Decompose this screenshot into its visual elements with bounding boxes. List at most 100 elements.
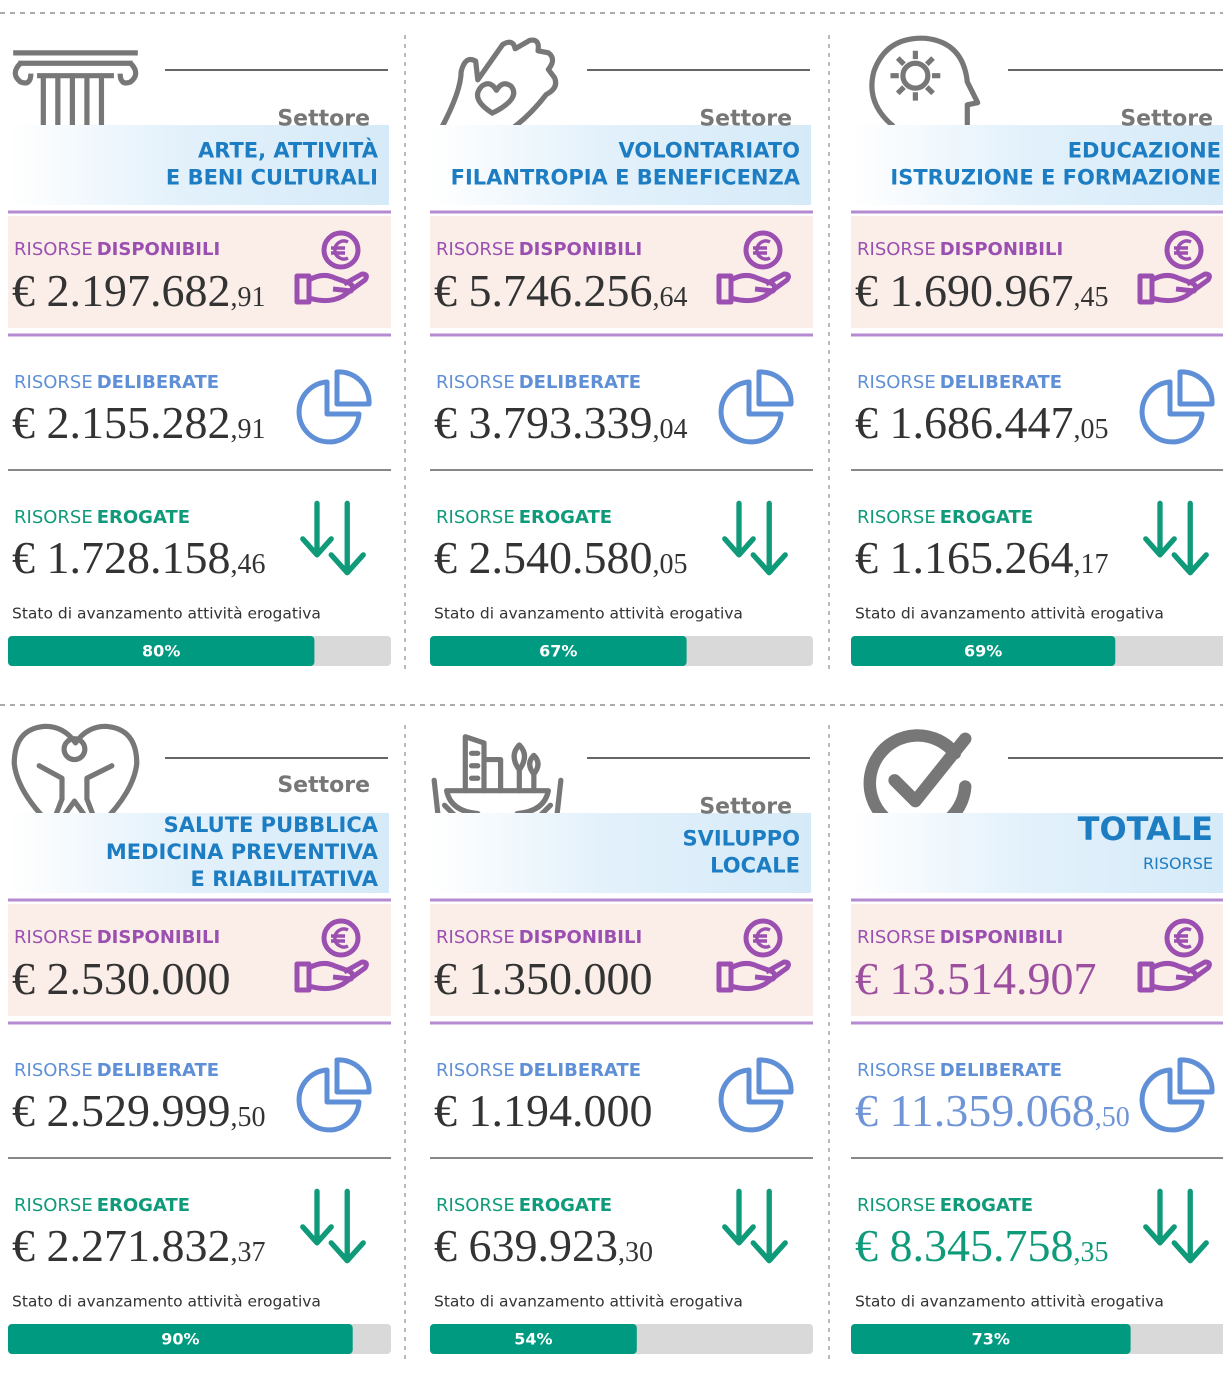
amount-cents: ,05: [1074, 414, 1109, 445]
amount-main: € 2.529.999: [12, 1085, 231, 1136]
panel-title: VOLONTARIATO: [618, 139, 800, 163]
amount: € 1.194.000: [434, 1085, 653, 1136]
section-label: RISORSE EROGATE: [857, 507, 1033, 528]
label-key: DELIBERATE: [519, 372, 641, 393]
amount-cents: ,05: [653, 549, 688, 580]
panel: Settore ARTE, ATTIVITÀ E BENI CULTURALI RIS…: [8, 53, 391, 666]
progress-label: 80%: [142, 642, 180, 661]
amount: € 5.746.256,64: [434, 265, 688, 316]
label-prefix: RISORSE: [436, 927, 515, 948]
label-key: DELIBERATE: [97, 1060, 219, 1081]
erogate-icon: [725, 503, 785, 572]
amount-main: € 2.155.282: [12, 397, 231, 448]
amount: € 2.530.000: [12, 953, 231, 1004]
sector-label: Settore: [699, 795, 792, 820]
amount-main: € 3.793.339: [434, 397, 653, 448]
label-prefix: RISORSE: [857, 1060, 936, 1081]
highlight-box: [8, 216, 391, 328]
panel-title: MEDICINA PREVENTIVA: [106, 840, 379, 864]
amount-cents: ,50: [1095, 1102, 1130, 1133]
deliberate-icon: [721, 1060, 791, 1130]
title-box: [8, 125, 389, 205]
section-label: RISORSE EROGATE: [14, 1195, 190, 1216]
section-label: RISORSE DELIBERATE: [436, 1060, 641, 1081]
amount-cents: ,91: [231, 414, 266, 445]
amount: € 8.345.758,35: [855, 1220, 1109, 1271]
section-label: RISORSE DISPONIBILI: [436, 927, 642, 948]
amount-main: € 5.746.256: [434, 265, 653, 316]
label-prefix: RISORSE: [436, 239, 515, 260]
amount: € 2.529.999,50: [12, 1085, 266, 1136]
deliberate-icon: [299, 1060, 369, 1130]
title-box: [851, 125, 1223, 205]
amount-main: € 1.690.967: [855, 265, 1074, 316]
amount: € 13.514.907: [855, 953, 1097, 1004]
amount-main: € 8.345.758: [855, 1220, 1074, 1271]
erogate-icon: [1146, 1191, 1206, 1260]
progress-label: 73%: [972, 1330, 1010, 1349]
progress-caption: Stato di avanzamento attività erogativa: [434, 605, 743, 623]
progress-caption: Stato di avanzamento attività erogativa: [12, 1293, 321, 1311]
panel-title: E BENI CULTURALI: [166, 166, 378, 190]
label-prefix: RISORSE: [857, 372, 936, 393]
amount-cents: ,46: [231, 549, 266, 580]
progress-bar: [8, 1324, 353, 1354]
label-prefix: RISORSE: [14, 1195, 93, 1216]
amount-cents: ,50: [231, 1102, 266, 1133]
label-key: DELIBERATE: [940, 372, 1062, 393]
amount-main: € 11.359.068: [855, 1085, 1095, 1136]
amount: € 2.271.832,37: [12, 1220, 266, 1271]
amount: € 1.165.264,17: [855, 532, 1109, 583]
label-key: DISPONIBILI: [940, 239, 1063, 260]
section-label: RISORSE EROGATE: [436, 1195, 612, 1216]
progress-bar: [430, 636, 687, 666]
amount-cents: ,35: [1074, 1237, 1109, 1268]
amount-cents: ,30: [618, 1237, 653, 1268]
deliberate-icon: [299, 372, 369, 442]
panel: Settore SALUTE PUBBLICA MEDICINA PREVENTIV…: [8, 726, 391, 1354]
panel-title: ARTE, ATTIVITÀ: [198, 138, 379, 163]
section-label: RISORSE DISPONIBILI: [857, 927, 1063, 948]
amount: € 1.728.158,46: [12, 532, 266, 583]
title-box: [8, 813, 389, 893]
amount: € 1.690.967,45: [855, 265, 1109, 316]
sector-label: Settore: [277, 107, 370, 132]
label-prefix: RISORSE: [436, 1060, 515, 1081]
label-key: EROGATE: [519, 507, 612, 528]
amount: € 639.923,30: [434, 1220, 653, 1271]
label-key: EROGATE: [940, 1195, 1033, 1216]
deliberate-icon: [1142, 1060, 1212, 1130]
progress-label: 67%: [539, 642, 577, 661]
progress-caption: Stato di avanzamento attività erogativa: [434, 1293, 743, 1311]
amount: € 11.359.068,50: [855, 1085, 1130, 1136]
label-key: EROGATE: [940, 507, 1033, 528]
panel-title: E RIABILITATIVA: [191, 867, 379, 891]
section-label: RISORSE DELIBERATE: [857, 1060, 1062, 1081]
highlight-box: [851, 216, 1223, 328]
amount-main: € 2.271.832: [12, 1220, 231, 1271]
title-box: [430, 125, 811, 205]
section-label: RISORSE EROGATE: [857, 1195, 1033, 1216]
progress-label: 69%: [964, 642, 1002, 661]
section-label: RISORSE DISPONIBILI: [857, 239, 1063, 260]
highlight-box: [851, 904, 1223, 1016]
amount-main: € 1.686.447: [855, 397, 1074, 448]
panel-title: EDUCAZIONE: [1068, 139, 1221, 163]
amount: € 2.155.282,91: [12, 397, 266, 448]
progress-bar: [430, 1324, 637, 1354]
amount-main: € 1.728.158: [12, 532, 231, 583]
progress-label: 54%: [514, 1330, 552, 1349]
deliberate-icon: [721, 372, 791, 442]
label-prefix: RISORSE: [857, 1195, 936, 1216]
label-key: DELIBERATE: [519, 1060, 641, 1081]
panel-title: LOCALE: [710, 854, 800, 878]
progress-bar: [851, 1324, 1131, 1354]
section-label: RISORSE DISPONIBILI: [436, 239, 642, 260]
panel-title: ISTRUZIONE E FORMAZIONE: [890, 166, 1221, 190]
progress-bar: [851, 636, 1116, 666]
label-key: DELIBERATE: [97, 372, 219, 393]
label-prefix: RISORSE: [14, 1060, 93, 1081]
section-label: RISORSE DELIBERATE: [857, 372, 1062, 393]
